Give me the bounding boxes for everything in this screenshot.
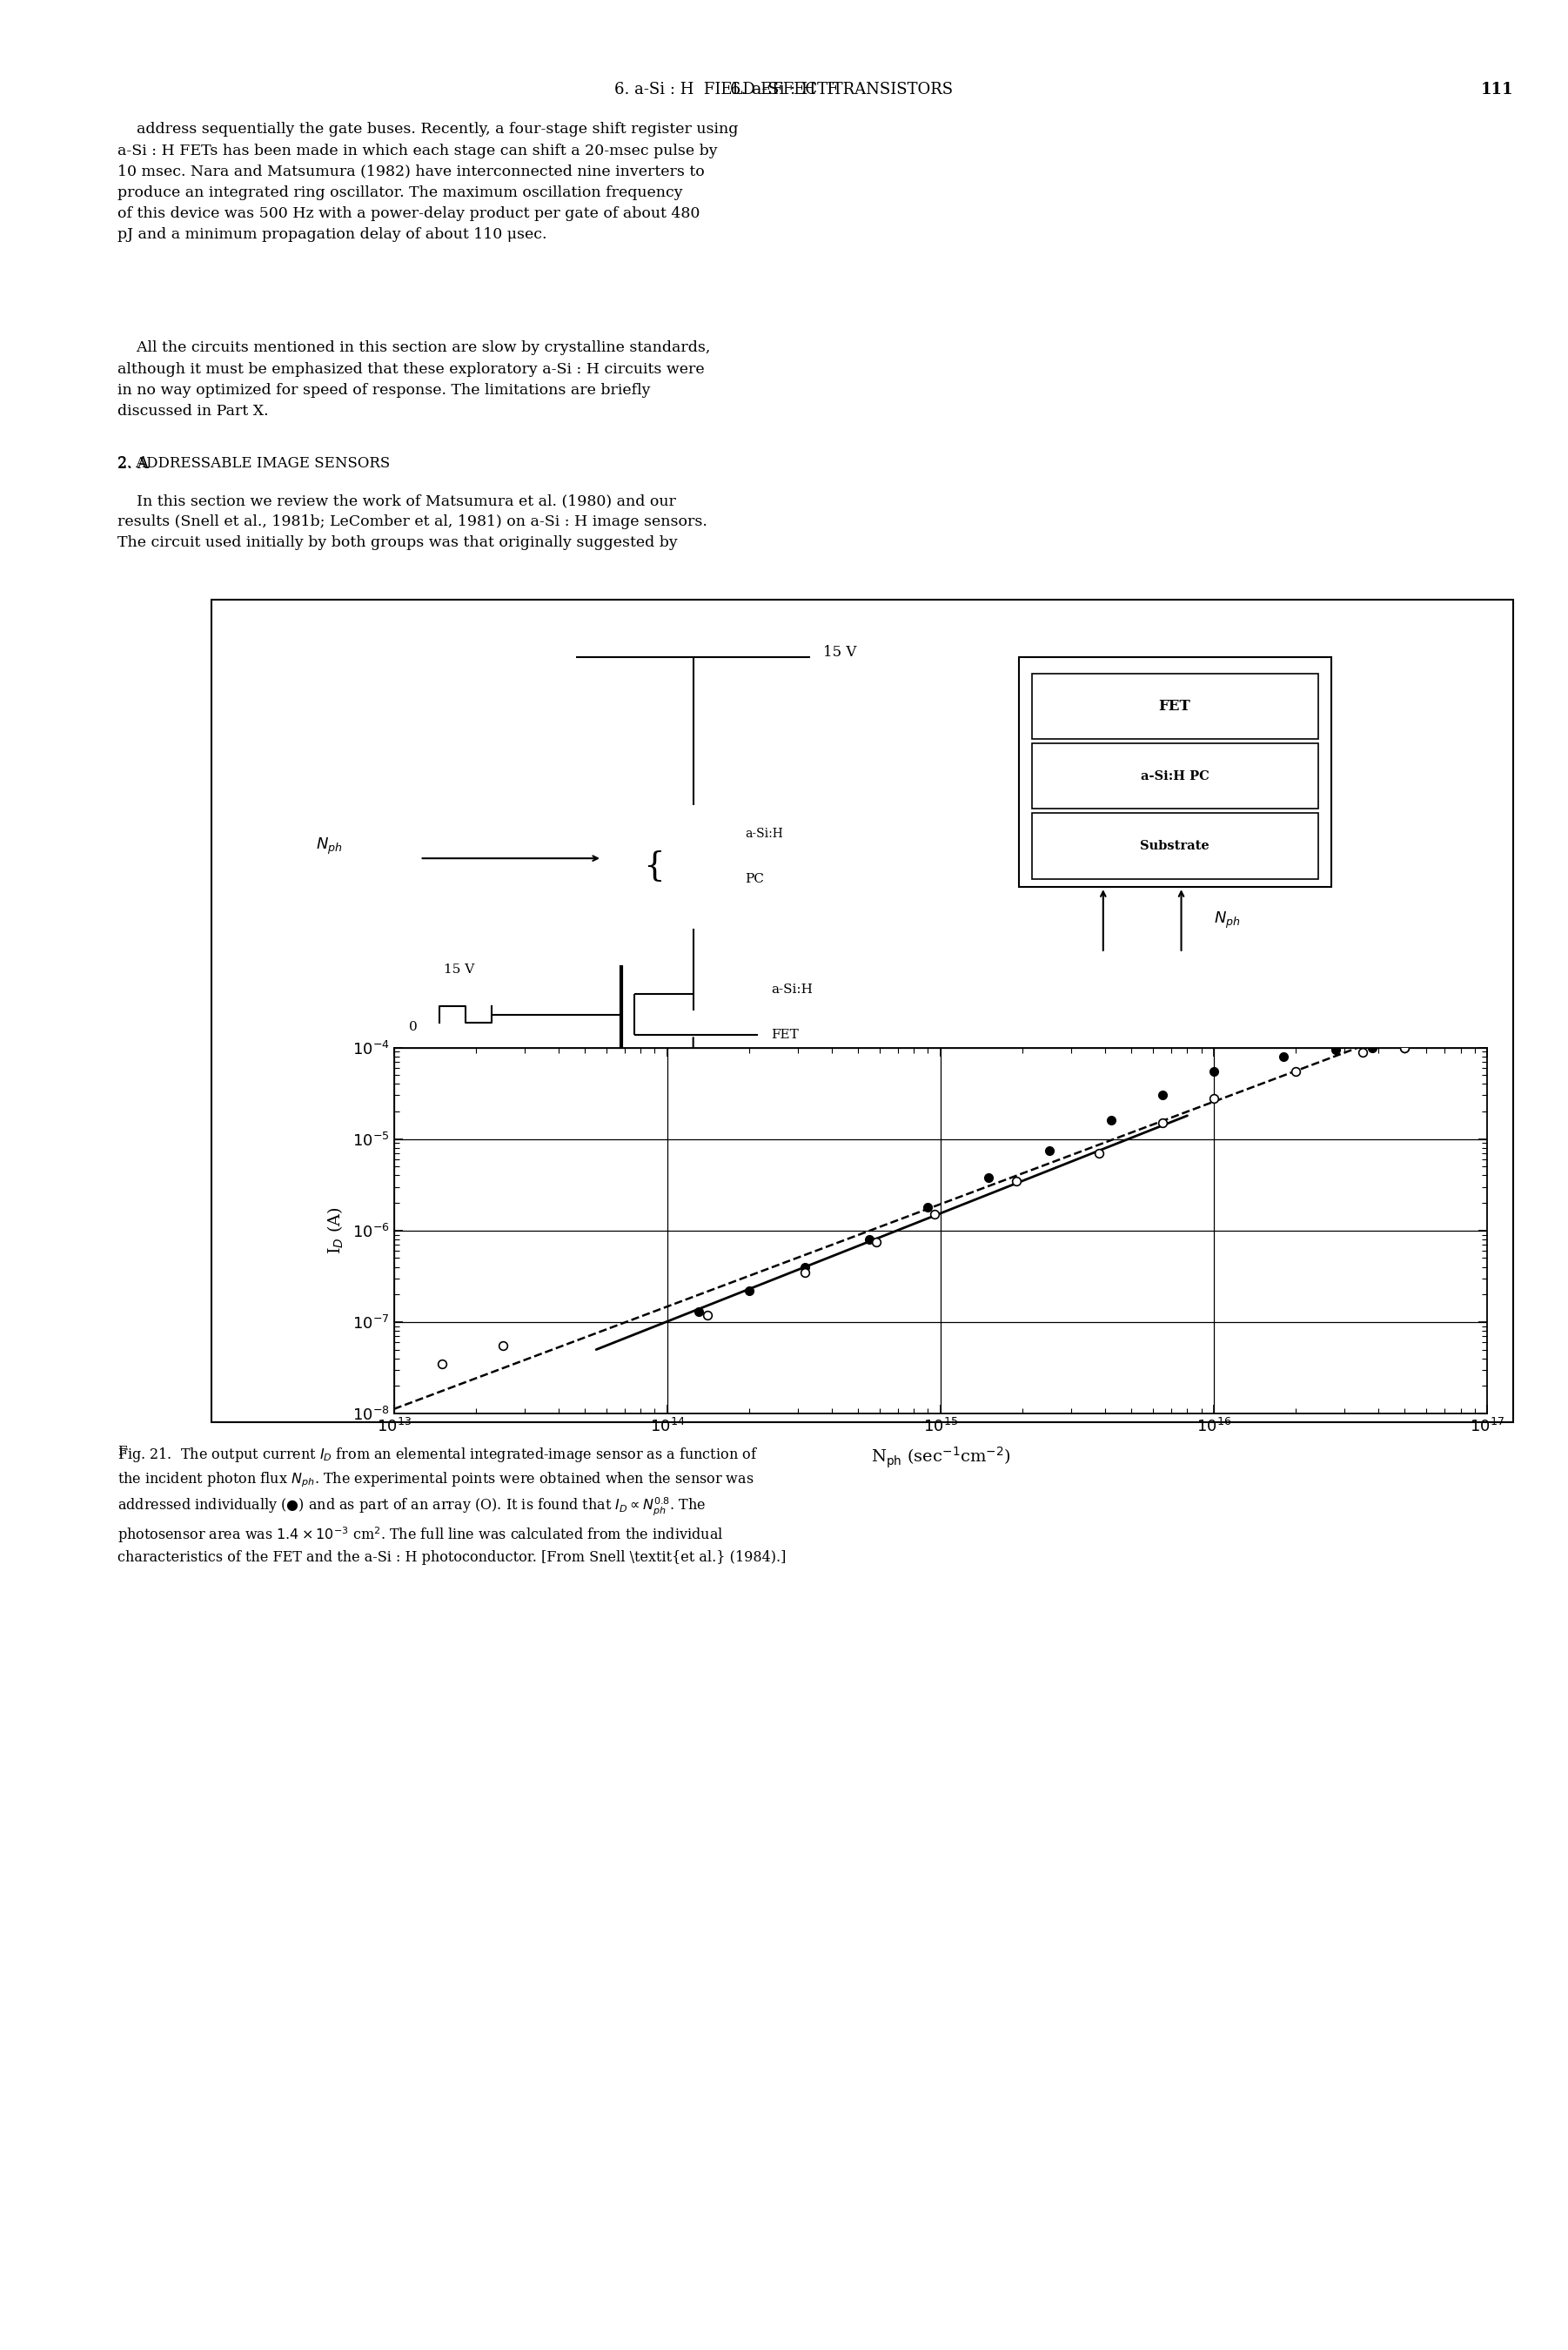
Bar xyxy=(1032,674,1317,740)
Text: {: { xyxy=(643,851,665,884)
Text: Substrate: Substrate xyxy=(1140,839,1209,853)
Text: a-Si:H: a-Si:H xyxy=(771,985,812,996)
Text: 15 V: 15 V xyxy=(444,964,474,975)
Text: FET: FET xyxy=(771,1029,800,1041)
Text: a-Si:H: a-Si:H xyxy=(745,827,784,839)
Text: F: F xyxy=(118,1445,127,1457)
Text: In this section we review the work of Matsumura et al. (1980) and our
results (S: In this section we review the work of Ma… xyxy=(118,494,707,550)
Text: a-Si:H PC: a-Si:H PC xyxy=(1140,771,1209,783)
Text: 15 V: 15 V xyxy=(823,646,856,660)
Text: PC: PC xyxy=(745,872,764,886)
Bar xyxy=(1019,658,1331,888)
Text: 6. a-Si : H  FIELD-EFFECT TRANSISTORS: 6. a-Si : H FIELD-EFFECT TRANSISTORS xyxy=(615,82,953,99)
Bar xyxy=(1032,813,1317,879)
Text: $N_{ph}$: $N_{ph}$ xyxy=(1214,909,1240,931)
Text: All the circuits mentioned in this section are slow by crystalline standards,
al: All the circuits mentioned in this secti… xyxy=(118,341,710,418)
Text: $I_D$: $I_D$ xyxy=(713,1050,728,1069)
Text: Fig. 21.  The output current $I_D$ from an elemental integrated-image sensor as : Fig. 21. The output current $I_D$ from a… xyxy=(118,1445,786,1565)
Text: $N_{ph}$: $N_{ph}$ xyxy=(315,837,342,855)
Text: 111: 111 xyxy=(1480,82,1513,99)
Bar xyxy=(1032,743,1317,808)
Text: 2. ADDRESSABLE IMAGE SENSORS: 2. ADDRESSABLE IMAGE SENSORS xyxy=(118,456,390,470)
Y-axis label: I$_D$ (A): I$_D$ (A) xyxy=(326,1206,345,1255)
Text: 0: 0 xyxy=(409,1020,417,1034)
Text: 6. a-Si : H  F: 6. a-Si : H F xyxy=(729,82,839,99)
X-axis label: N$_{\mathrm{ph}}$ (sec$^{-1}$cm$^{-2}$): N$_{\mathrm{ph}}$ (sec$^{-1}$cm$^{-2}$) xyxy=(870,1445,1010,1469)
Text: 2. A: 2. A xyxy=(118,456,149,472)
Text: address sequentially the gate buses. Recently, a four-stage shift register using: address sequentially the gate buses. Rec… xyxy=(118,122,739,242)
Text: FET: FET xyxy=(1159,698,1190,714)
